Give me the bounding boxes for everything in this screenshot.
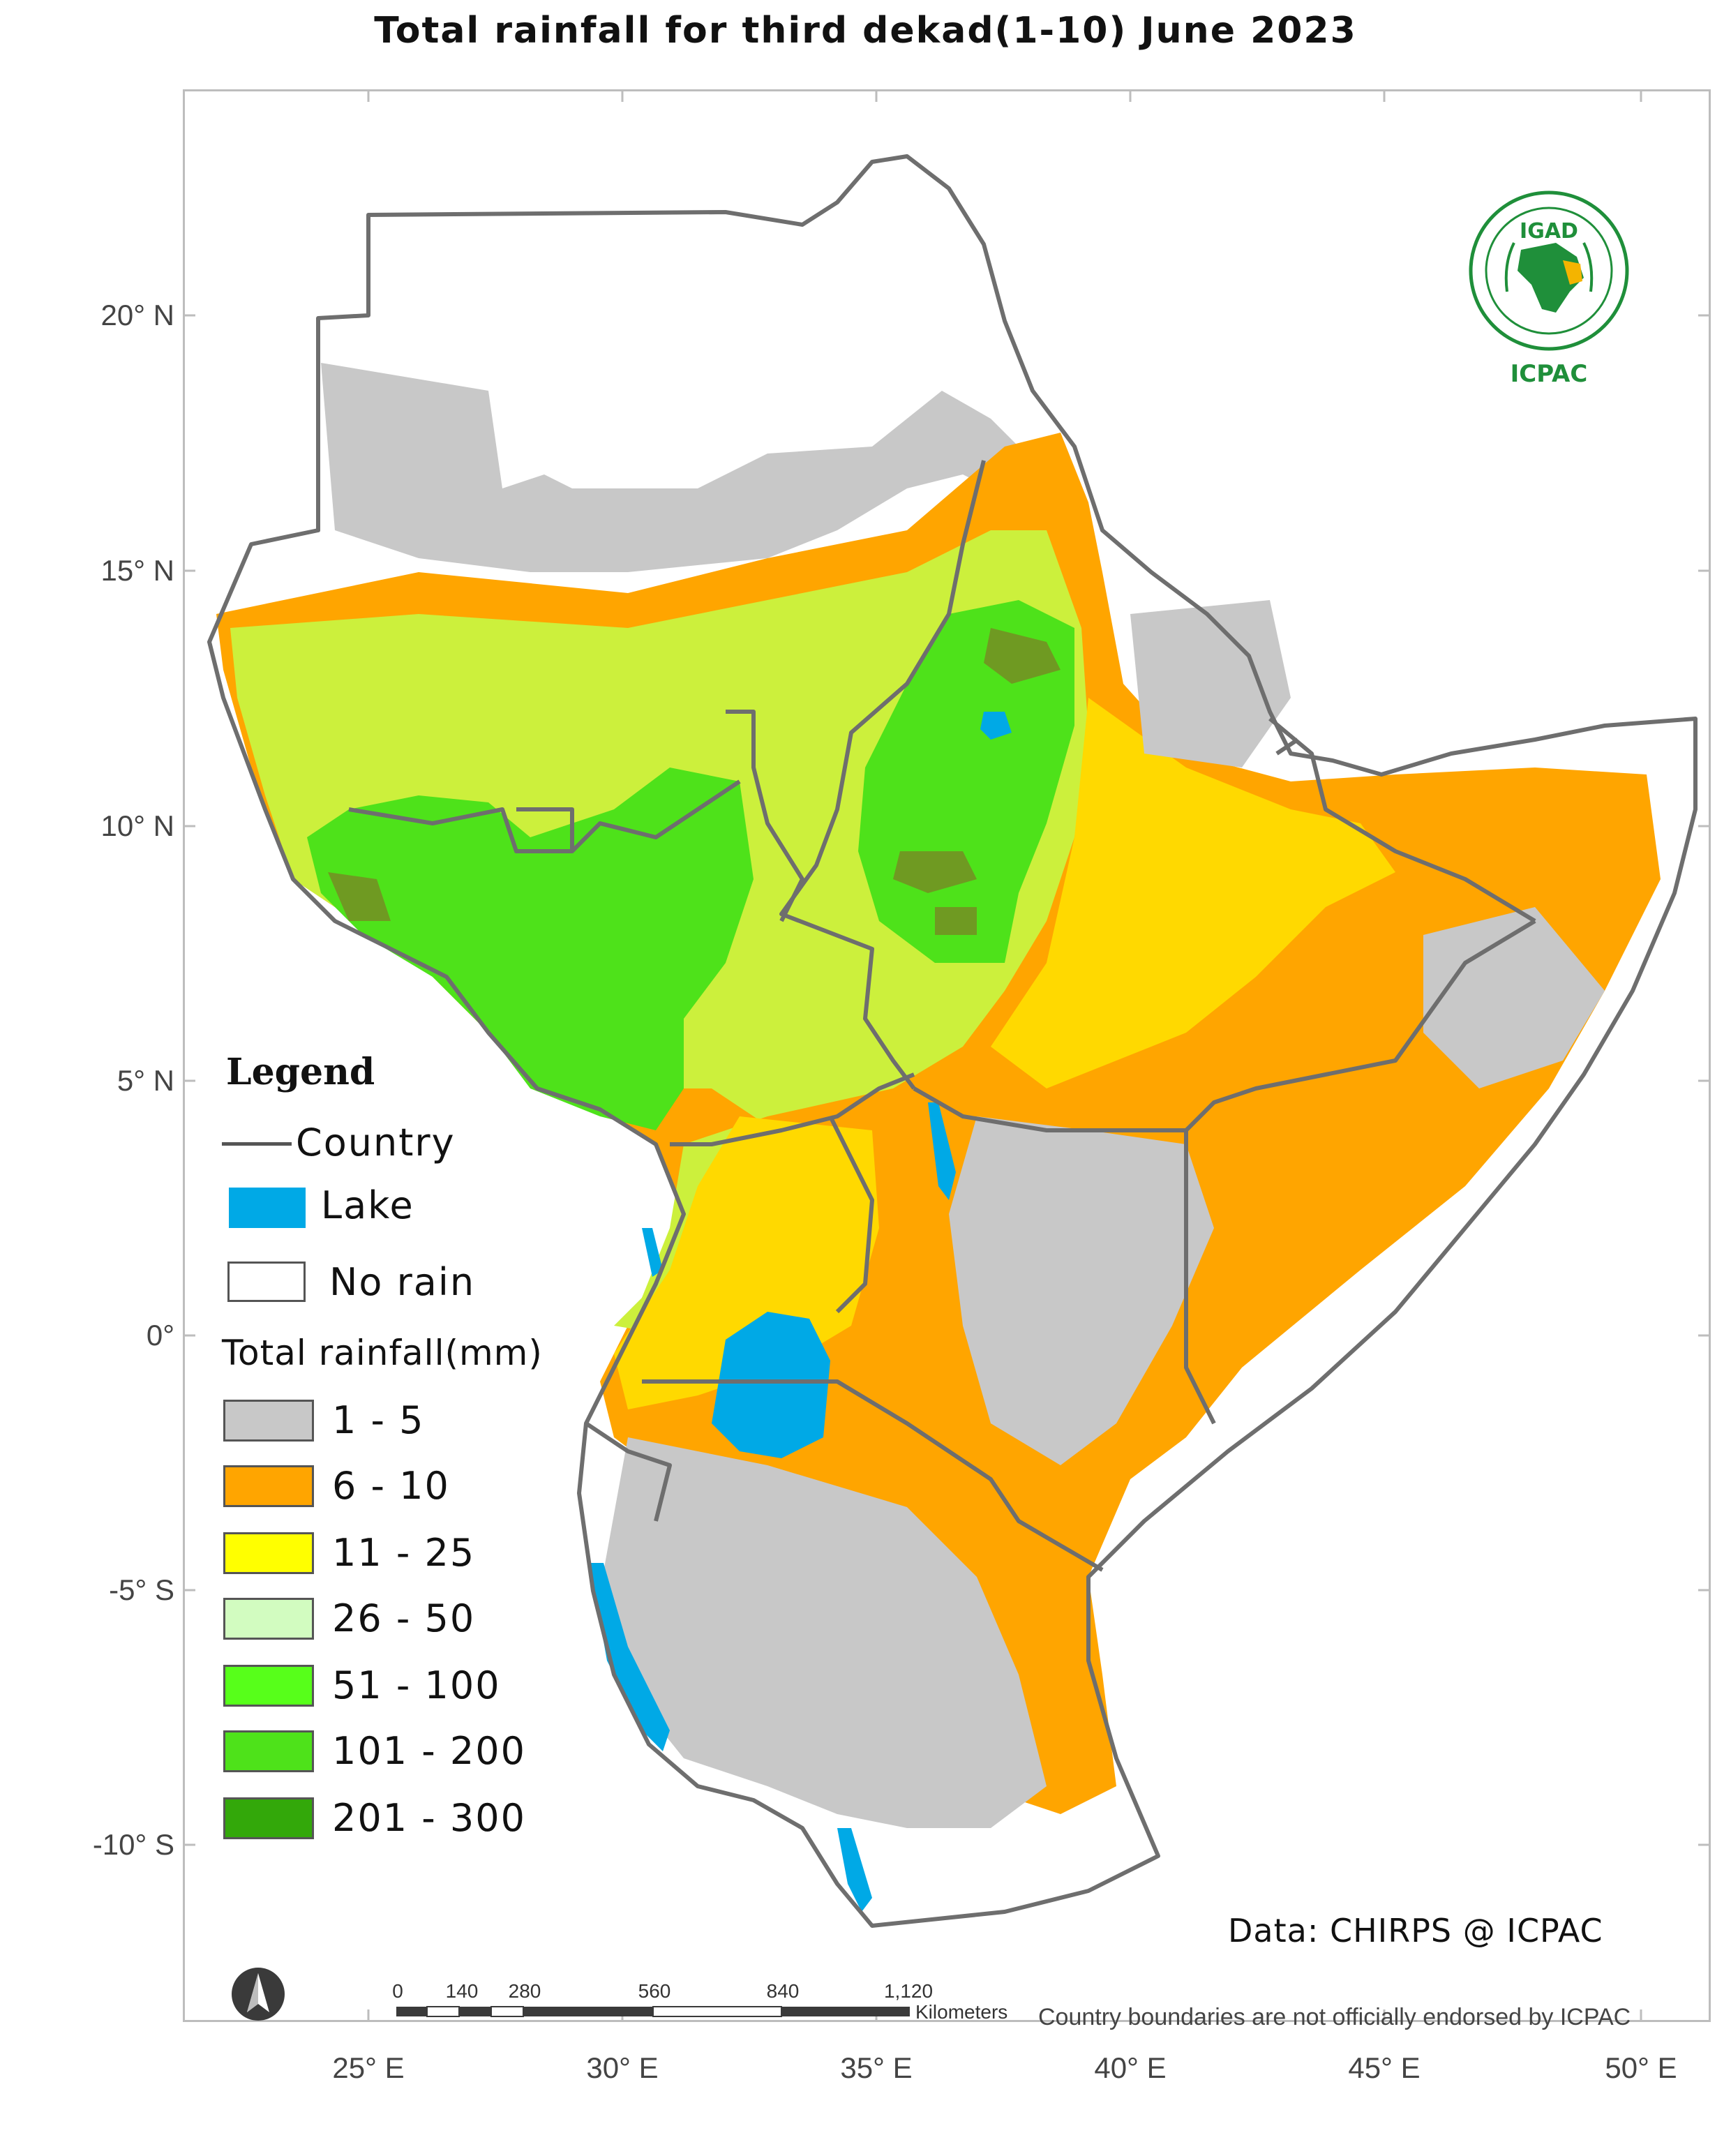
igad-emblem-icon [1469, 190, 1629, 351]
north-arrow-icon [232, 1968, 285, 2021]
scale-label: 1,120 [883, 1980, 934, 2002]
legend-title: Legend [226, 1051, 375, 1093]
x-tick-label: 25° E [332, 2051, 405, 2084]
y-tick-label: -5° S [109, 1573, 174, 1606]
y-tick-label: 15° N [100, 554, 174, 587]
legend-class-label: 51 - 100 [332, 1663, 501, 1707]
legend-country-label: Country [296, 1121, 456, 1165]
scale-label: 840 [766, 1980, 800, 2002]
lake-swatch [229, 1188, 306, 1228]
map-title: Total rainfall for third dekad(1-10) Jun… [374, 10, 1357, 52]
x-tick-label: 35° E [840, 2051, 913, 2084]
x-tick-label: 30° E [586, 2051, 659, 2084]
lake-victoria [712, 1312, 830, 1458]
scale-label: 280 [508, 1980, 541, 2002]
x-tick-label: 45° E [1348, 2051, 1421, 2084]
legend-class-label: 6 - 10 [332, 1464, 450, 1508]
scale-bar [396, 2006, 910, 2017]
legend-class-label: 101 - 200 [332, 1729, 526, 1773]
logo-top-text: IGAD [1520, 219, 1578, 244]
boundary-disclaimer: Country boundaries are not officially en… [1038, 2004, 1631, 2030]
igad-logo: IGAD ICPAC [1465, 187, 1633, 389]
lake-malawi [837, 1828, 872, 1912]
legend-rainfall-title: Total rainfall(mm) [222, 1333, 543, 1373]
legend-swatch-51-100 [223, 1665, 314, 1707]
scale-unit: Kilometers [915, 2001, 1008, 2023]
scale-label: 140 [445, 1980, 479, 2002]
tick-marks [183, 89, 1711, 2022]
logo-bottom-text: ICPAC [1510, 360, 1588, 388]
no-rain-swatch [227, 1262, 306, 1302]
y-tick-label: 0° [146, 1319, 174, 1352]
y-tick-label: 5° N [117, 1064, 174, 1097]
scale-label: 560 [638, 1980, 671, 2002]
data-credit: Data: CHIRPS @ ICPAC [1228, 1912, 1603, 1949]
lake-tanganyika [590, 1563, 670, 1751]
legend-swatch-1-5 [223, 1400, 314, 1442]
legend-class-label: 201 - 300 [332, 1796, 526, 1840]
legend-swatch-6-10 [223, 1465, 314, 1507]
legend-swatch-11-25 [223, 1532, 314, 1574]
map-frame [183, 89, 1711, 2022]
lake-albert [642, 1228, 663, 1277]
scale-label: 0 [392, 1980, 403, 2002]
y-tick-label: 20° N [100, 299, 174, 331]
legend-class-label: 1 - 5 [332, 1398, 425, 1442]
country-line-swatch [222, 1142, 292, 1146]
legend-class-label: 11 - 25 [332, 1531, 476, 1575]
lake-tana [980, 712, 1012, 740]
x-tick-label: 50° E [1605, 2051, 1677, 2084]
x-tick-label: 40° E [1094, 2051, 1167, 2084]
legend-class-label: 26 - 50 [332, 1596, 476, 1640]
y-tick-label: -10° S [92, 1828, 174, 1861]
legend-swatch-201-300 [223, 1797, 314, 1839]
lake-turkana [928, 1102, 956, 1200]
lakes [590, 712, 1012, 1912]
country-boundaries [207, 154, 1698, 1928]
legend-swatch-26-50 [223, 1598, 314, 1640]
legend-lake-label: Lake [321, 1183, 414, 1227]
y-tick-label: 10° N [100, 809, 174, 842]
legend-swatch-101-200 [223, 1730, 314, 1772]
legend-no-rain-label: No rain [329, 1260, 476, 1304]
